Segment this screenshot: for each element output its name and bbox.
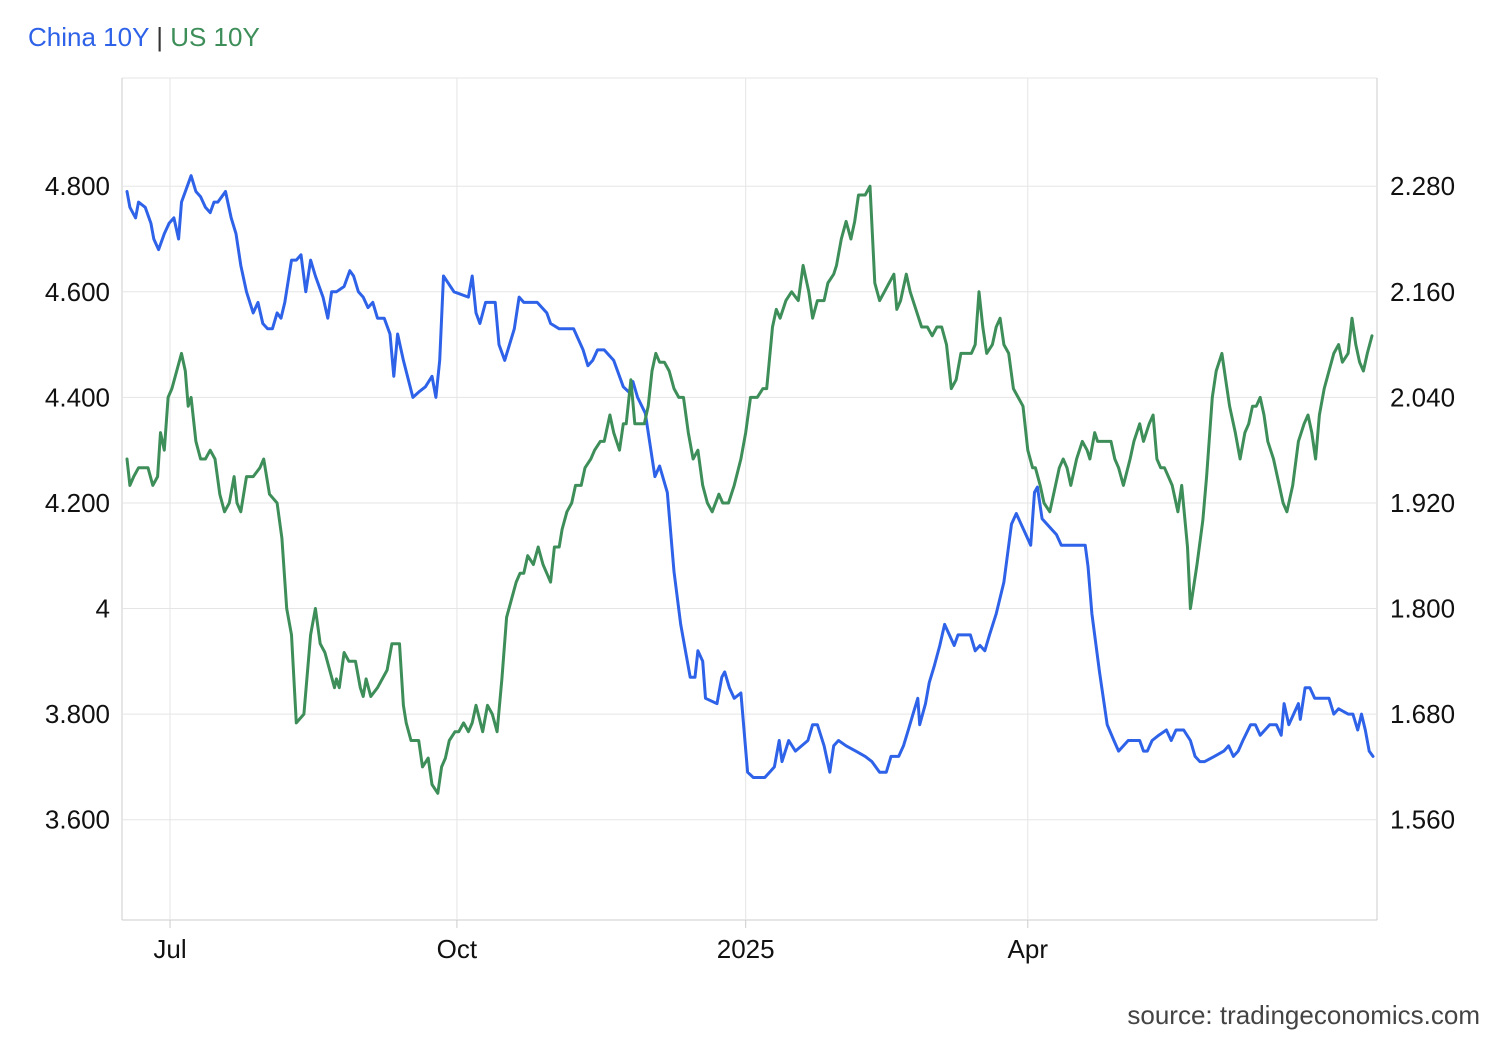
y-left-tick-label: 4.400 bbox=[45, 382, 110, 412]
x-tick-label: Oct bbox=[437, 934, 478, 964]
y-right-tick-label: 1.560 bbox=[1390, 805, 1455, 835]
source-attribution: source: tradingeconomics.com bbox=[1127, 1000, 1480, 1030]
x-tick-label: Apr bbox=[1008, 934, 1049, 964]
chart-grid bbox=[121, 77, 1378, 928]
legend-us-10y[interactable]: US 10Y bbox=[170, 22, 260, 52]
china-10y-line bbox=[125, 174, 1375, 779]
us-10y-line bbox=[125, 184, 1374, 795]
y-right-tick-label: 1.920 bbox=[1390, 488, 1455, 518]
y-right-tick-label: 2.280 bbox=[1390, 171, 1455, 201]
y-left-tick-label: 4.200 bbox=[45, 488, 110, 518]
y-left-tick-label: 4.600 bbox=[45, 277, 110, 307]
y-right-tick-label: 2.160 bbox=[1390, 277, 1455, 307]
y-left-tick-label: 4 bbox=[96, 594, 110, 624]
legend-separator: | bbox=[156, 22, 163, 52]
x-tick-label: 2025 bbox=[717, 934, 775, 964]
y-right-tick-label: 1.800 bbox=[1390, 594, 1455, 624]
y-left-tick-label: 3.800 bbox=[45, 699, 110, 729]
chart-axis-ticks: 4.800 4.600 4.400 4.200 4 3.800 3.600 2.280 2.16… bbox=[45, 171, 1455, 964]
y-left-tick-label: 3.600 bbox=[45, 805, 110, 835]
chart-series bbox=[125, 174, 1375, 795]
y-right-tick-label: 2.040 bbox=[1390, 382, 1455, 412]
x-tick-label: Jul bbox=[153, 934, 186, 964]
chart-legend: China 10Y | US 10Y bbox=[28, 22, 260, 53]
legend-china-10y[interactable]: China 10Y bbox=[28, 22, 149, 52]
y-left-tick-label: 4.800 bbox=[45, 171, 110, 201]
y-right-tick-label: 1.680 bbox=[1390, 699, 1455, 729]
